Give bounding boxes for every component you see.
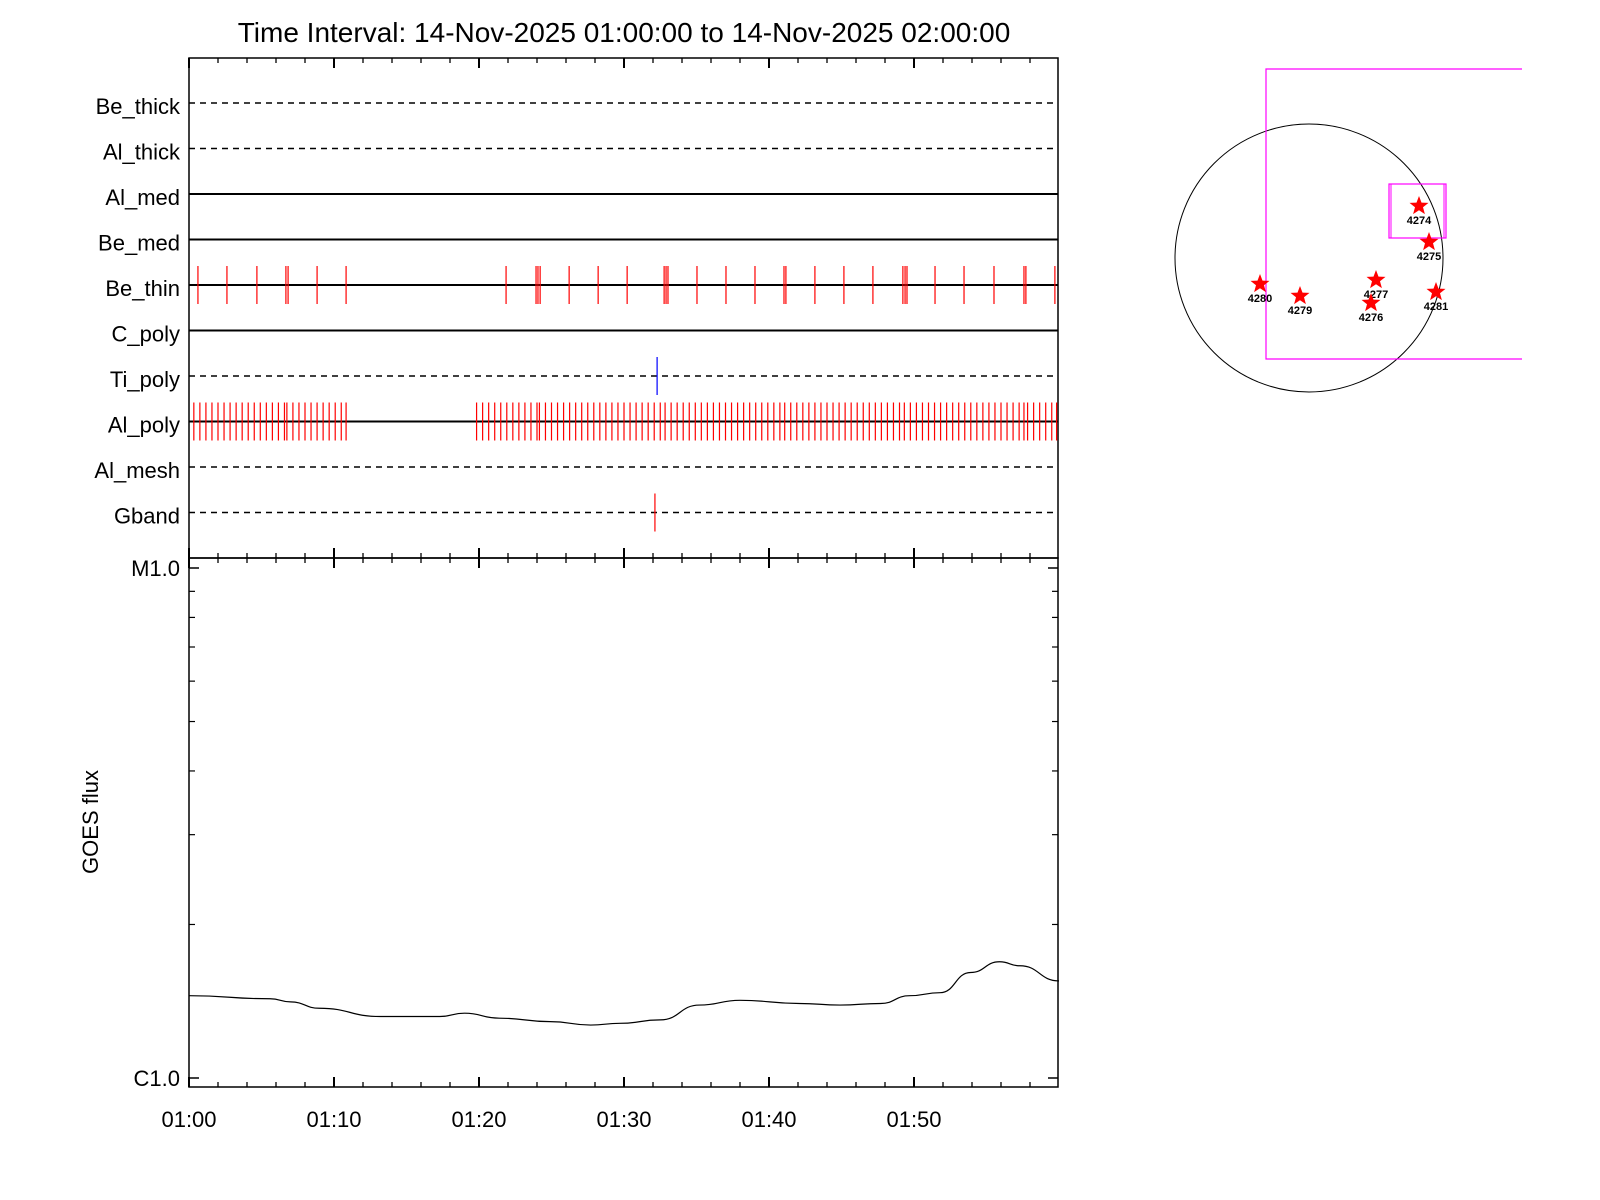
fov-box-small-inner	[1390, 183, 1445, 239]
region-label: 4281	[1424, 301, 1448, 313]
region-label: 4279	[1288, 305, 1312, 317]
y-tick-label: C1.0	[134, 1066, 180, 1091]
channel-label: Al_mesh	[94, 458, 180, 483]
solar-limb	[1174, 123, 1444, 393]
x-tick-label: 01:10	[306, 1107, 361, 1132]
region-star-icon	[1290, 286, 1310, 305]
solar-disk-map: 4274 4275 4277 4276 4280 4279 4281	[1174, 68, 1522, 393]
plot-frame	[188, 557, 1059, 1088]
region-label: 4277	[1364, 289, 1388, 301]
region-star-icon	[1361, 293, 1381, 312]
plot-frame	[188, 57, 1059, 559]
channel-label: Gband	[114, 504, 180, 529]
channel-label: Be_med	[98, 231, 180, 256]
y-tick-label: M1.0	[131, 556, 180, 581]
region-star-icon	[1409, 196, 1429, 215]
goes-flux-panel: 01:00 01:10 01:20 01:30 01:40 01:50 M1.0 C1.0	[131, 556, 1060, 1132]
region-star-icon	[1426, 282, 1446, 301]
region-star-icon	[1366, 270, 1386, 289]
channel-label: Be_thin	[105, 276, 180, 301]
x-tick-label: 01:50	[886, 1107, 941, 1132]
channel-label: Be_thick	[96, 94, 181, 119]
region-label: 4275	[1417, 251, 1441, 263]
fov-box	[1265, 68, 1522, 360]
channel-label: Al_poly	[108, 413, 180, 438]
region-star-icon	[1250, 274, 1270, 293]
channel-label: C_poly	[112, 322, 180, 347]
region-star-icon	[1419, 232, 1439, 251]
chart-title: Time Interval: 14-Nov-2025 01:00:00 to 1…	[238, 17, 1011, 48]
x-tick-label: 01:30	[596, 1107, 651, 1132]
region-label: 4274	[1407, 215, 1432, 227]
x-tick-label: 01:00	[161, 1107, 216, 1132]
y-axis-label: GOES flux	[78, 770, 103, 874]
goes-flux-line	[188, 961, 1060, 1026]
event-raster-panel: Be_thick Al_thick Al_med Be_med Be_thin C_pol…	[94, 57, 1059, 559]
channel-label: Al_med	[105, 185, 180, 210]
x-tick-label: 01:40	[741, 1107, 796, 1132]
x-tick-label: 01:20	[451, 1107, 506, 1132]
region-label: 4276	[1359, 312, 1383, 324]
channel-label: Ti_poly	[110, 367, 180, 392]
channel-label: Al_thick	[103, 140, 181, 165]
region-label: 4280	[1248, 293, 1272, 305]
